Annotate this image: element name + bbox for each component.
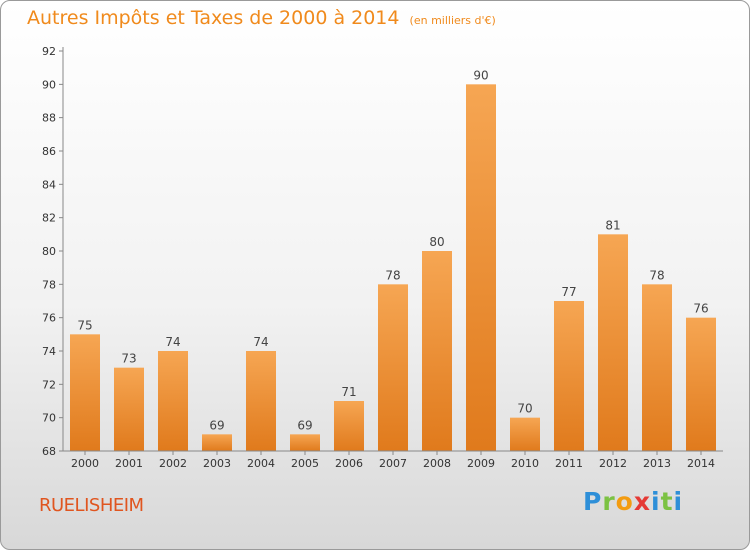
data-label: 69	[297, 418, 312, 432]
y-tick-label: 76	[42, 312, 56, 325]
data-label: 74	[253, 335, 268, 349]
logo-letter: i	[651, 487, 661, 516]
bars-group	[70, 84, 716, 451]
y-tick-label: 88	[42, 112, 56, 125]
x-tick-label: 2010	[511, 457, 539, 470]
chart-title: Autres Impôts et Taxes de 2000 à 2014 (e…	[27, 7, 496, 29]
y-tick-label: 92	[42, 45, 56, 58]
logo-letter: t	[660, 487, 674, 516]
data-label: 81	[605, 218, 620, 232]
title-text: Autres Impôts et Taxes de 2000 à 2014	[27, 7, 400, 29]
y-tick-label: 78	[42, 278, 56, 291]
bar	[202, 434, 232, 451]
logo-letter: o	[615, 487, 634, 516]
bar	[158, 351, 188, 451]
x-tick-label: 2001	[115, 457, 143, 470]
y-tick-label: 84	[42, 178, 56, 191]
bar	[510, 417, 540, 451]
bar	[422, 251, 452, 451]
bar	[114, 367, 144, 451]
bar	[378, 284, 408, 451]
x-tick-label: 2014	[687, 457, 715, 470]
x-tick-label: 2004	[247, 457, 275, 470]
logo-letter: r	[602, 487, 616, 516]
bar	[642, 284, 672, 451]
bar	[246, 351, 276, 451]
logo-letter: i	[673, 487, 684, 516]
bar	[290, 434, 320, 451]
x-tick-label: 2011	[555, 457, 583, 470]
y-tick-label: 80	[42, 245, 56, 258]
x-tick-label: 2013	[643, 457, 671, 470]
x-tick-label: 2012	[599, 457, 627, 470]
bar	[334, 401, 364, 451]
data-label: 76	[693, 302, 708, 316]
y-tick-label: 70	[42, 412, 56, 425]
y-tick-label: 68	[42, 445, 56, 458]
y-tick-label: 82	[42, 212, 56, 225]
logo-letter: x	[633, 487, 651, 516]
x-tick-label: 2000	[71, 457, 99, 470]
bar	[70, 334, 100, 451]
bar	[686, 317, 716, 451]
data-label: 70	[517, 402, 532, 416]
commune-name: RUELISHEIM	[39, 495, 144, 516]
y-tick-label: 86	[42, 145, 56, 158]
y-tick-label: 74	[42, 345, 56, 358]
bar	[554, 301, 584, 451]
x-tick-label: 2005	[291, 457, 319, 470]
data-label: 77	[561, 285, 576, 299]
data-label: 78	[385, 268, 400, 282]
data-label: 73	[121, 352, 136, 366]
axes-group: 2000 2001 2002 2003 2004 2005 2006 2007 2008 2009…	[42, 45, 723, 470]
bar	[598, 234, 628, 451]
x-tick-label: 2002	[159, 457, 187, 470]
chart-subtitle: (en milliers d'€)	[409, 14, 496, 27]
data-label: 75	[77, 318, 92, 332]
data-label: 90	[473, 68, 488, 82]
data-label: 78	[649, 268, 664, 282]
x-tick-label: 2006	[335, 457, 363, 470]
data-label: 69	[209, 418, 224, 432]
x-tick-label: 2009	[467, 457, 495, 470]
data-labels-group: 75 73 74 69 74 69 71 78 80 90 70 77 81 78 76	[77, 68, 708, 432]
data-label: 74	[165, 335, 180, 349]
data-label: 80	[429, 235, 444, 249]
logo-letter: P	[583, 487, 603, 516]
proxiti-logo: Proxiti	[583, 487, 683, 516]
bar	[466, 84, 496, 451]
x-tick-label: 2008	[423, 457, 451, 470]
x-tick-label: 2003	[203, 457, 231, 470]
y-tick-label: 90	[42, 78, 56, 91]
y-tick-label: 72	[42, 378, 56, 391]
data-label: 71	[341, 385, 356, 399]
x-tick-label: 2007	[379, 457, 407, 470]
